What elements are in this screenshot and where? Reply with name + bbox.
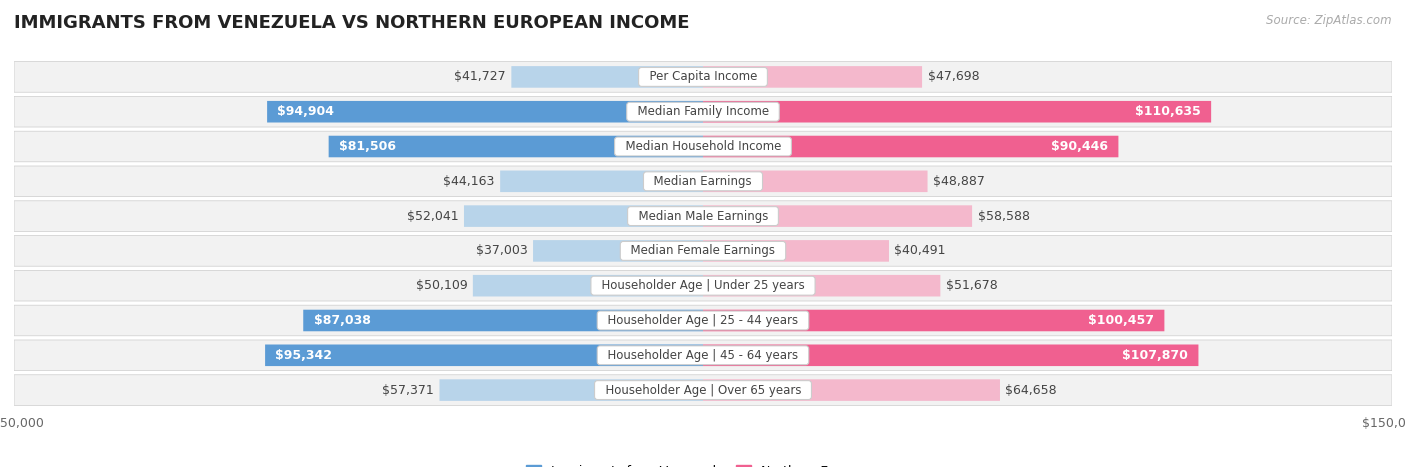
Text: $107,870: $107,870: [1122, 349, 1188, 362]
Text: $50,109: $50,109: [416, 279, 467, 292]
FancyBboxPatch shape: [703, 101, 1211, 122]
FancyBboxPatch shape: [464, 205, 703, 227]
FancyBboxPatch shape: [703, 240, 889, 262]
Legend: Immigrants from Venezuela, Northern European: Immigrants from Venezuela, Northern Euro…: [520, 460, 886, 467]
FancyBboxPatch shape: [703, 170, 928, 192]
FancyBboxPatch shape: [703, 345, 1198, 366]
FancyBboxPatch shape: [14, 270, 1392, 301]
Text: $44,163: $44,163: [443, 175, 495, 188]
Text: $48,887: $48,887: [934, 175, 986, 188]
Text: Source: ZipAtlas.com: Source: ZipAtlas.com: [1267, 14, 1392, 27]
Text: $81,506: $81,506: [339, 140, 396, 153]
FancyBboxPatch shape: [329, 136, 703, 157]
FancyBboxPatch shape: [267, 101, 703, 122]
FancyBboxPatch shape: [14, 305, 1392, 336]
FancyBboxPatch shape: [533, 240, 703, 262]
Text: Median Earnings: Median Earnings: [647, 175, 759, 188]
Text: $94,904: $94,904: [277, 105, 335, 118]
Text: Median Household Income: Median Household Income: [617, 140, 789, 153]
Text: Householder Age | Under 25 years: Householder Age | Under 25 years: [593, 279, 813, 292]
FancyBboxPatch shape: [703, 275, 941, 297]
FancyBboxPatch shape: [472, 275, 703, 297]
Text: Median Female Earnings: Median Female Earnings: [623, 244, 783, 257]
FancyBboxPatch shape: [703, 66, 922, 88]
FancyBboxPatch shape: [703, 136, 1118, 157]
FancyBboxPatch shape: [14, 62, 1392, 92]
FancyBboxPatch shape: [14, 131, 1392, 162]
Text: Householder Age | Over 65 years: Householder Age | Over 65 years: [598, 383, 808, 396]
Text: $52,041: $52,041: [406, 210, 458, 223]
Text: $58,588: $58,588: [977, 210, 1029, 223]
Text: Median Family Income: Median Family Income: [630, 105, 776, 118]
Text: $100,457: $100,457: [1088, 314, 1154, 327]
FancyBboxPatch shape: [512, 66, 703, 88]
Text: $57,371: $57,371: [382, 383, 434, 396]
Text: $64,658: $64,658: [1005, 383, 1057, 396]
Text: Householder Age | 45 - 64 years: Householder Age | 45 - 64 years: [600, 349, 806, 362]
FancyBboxPatch shape: [703, 379, 1000, 401]
Text: $95,342: $95,342: [276, 349, 332, 362]
Text: Per Capita Income: Per Capita Income: [641, 71, 765, 84]
FancyBboxPatch shape: [703, 205, 972, 227]
FancyBboxPatch shape: [501, 170, 703, 192]
FancyBboxPatch shape: [14, 340, 1392, 371]
Text: IMMIGRANTS FROM VENEZUELA VS NORTHERN EUROPEAN INCOME: IMMIGRANTS FROM VENEZUELA VS NORTHERN EU…: [14, 14, 689, 32]
Text: Median Male Earnings: Median Male Earnings: [630, 210, 776, 223]
FancyBboxPatch shape: [14, 201, 1392, 232]
Text: $110,635: $110,635: [1135, 105, 1201, 118]
FancyBboxPatch shape: [14, 166, 1392, 197]
Text: $51,678: $51,678: [946, 279, 998, 292]
Text: $41,727: $41,727: [454, 71, 506, 84]
FancyBboxPatch shape: [440, 379, 703, 401]
Text: $90,446: $90,446: [1052, 140, 1108, 153]
FancyBboxPatch shape: [703, 310, 1164, 331]
Text: Householder Age | 25 - 44 years: Householder Age | 25 - 44 years: [600, 314, 806, 327]
Text: $40,491: $40,491: [894, 244, 946, 257]
FancyBboxPatch shape: [304, 310, 703, 331]
Text: $87,038: $87,038: [314, 314, 370, 327]
FancyBboxPatch shape: [14, 96, 1392, 127]
FancyBboxPatch shape: [14, 235, 1392, 266]
FancyBboxPatch shape: [266, 345, 703, 366]
Text: $37,003: $37,003: [475, 244, 527, 257]
FancyBboxPatch shape: [14, 375, 1392, 405]
Text: $47,698: $47,698: [928, 71, 979, 84]
